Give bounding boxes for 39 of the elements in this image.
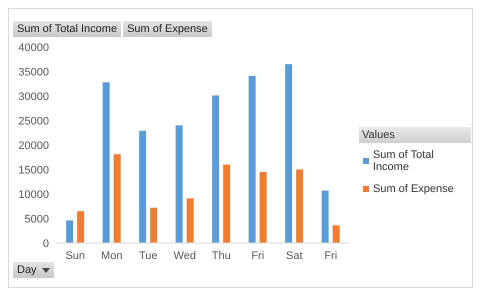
bar xyxy=(223,164,230,243)
legend-label: Sum of Total Income xyxy=(372,149,435,173)
bar xyxy=(332,225,340,243)
bar xyxy=(77,211,84,243)
bar xyxy=(212,96,220,243)
y-tick-label: 40000 xyxy=(18,42,49,54)
text: Sum of Total Income xyxy=(13,21,122,37)
y-tick-label: 5000 xyxy=(24,213,49,226)
bar xyxy=(322,190,329,243)
bar xyxy=(186,198,194,243)
x-tick-label: Thu xyxy=(212,250,231,262)
y-tick-label: 20000 xyxy=(18,140,49,152)
x-tick-label: Sun xyxy=(65,250,86,262)
x-tick-label: Fri xyxy=(251,250,264,262)
text: Day xyxy=(17,264,37,276)
bar xyxy=(102,82,110,243)
text: Sum of Expense xyxy=(123,21,212,37)
bar xyxy=(176,125,183,243)
bar xyxy=(260,172,267,243)
y-tick-label: 35000 xyxy=(18,66,49,78)
bar xyxy=(139,130,146,243)
bar xyxy=(285,64,292,243)
y-tick-label: 15000 xyxy=(18,164,49,176)
y-tick-label: 25000 xyxy=(18,115,49,128)
y-tick-label: 30000 xyxy=(18,90,49,103)
bar xyxy=(66,220,74,243)
x-tick-label: Sat xyxy=(286,250,303,262)
legend-title: Values xyxy=(359,127,471,143)
legend-label: Sum of Expense xyxy=(373,183,454,195)
bar xyxy=(248,76,256,243)
x-tick-label: Mon xyxy=(101,250,122,262)
y-tick-label: 0 xyxy=(42,238,49,250)
y-tick-label: 10000 xyxy=(18,188,49,201)
x-tick-label: Tue xyxy=(138,250,158,262)
bar xyxy=(150,208,158,243)
x-tick-label: Wed xyxy=(174,250,196,262)
x-tick-label: Fri xyxy=(324,250,338,262)
bar xyxy=(114,154,121,243)
bar xyxy=(296,170,304,243)
